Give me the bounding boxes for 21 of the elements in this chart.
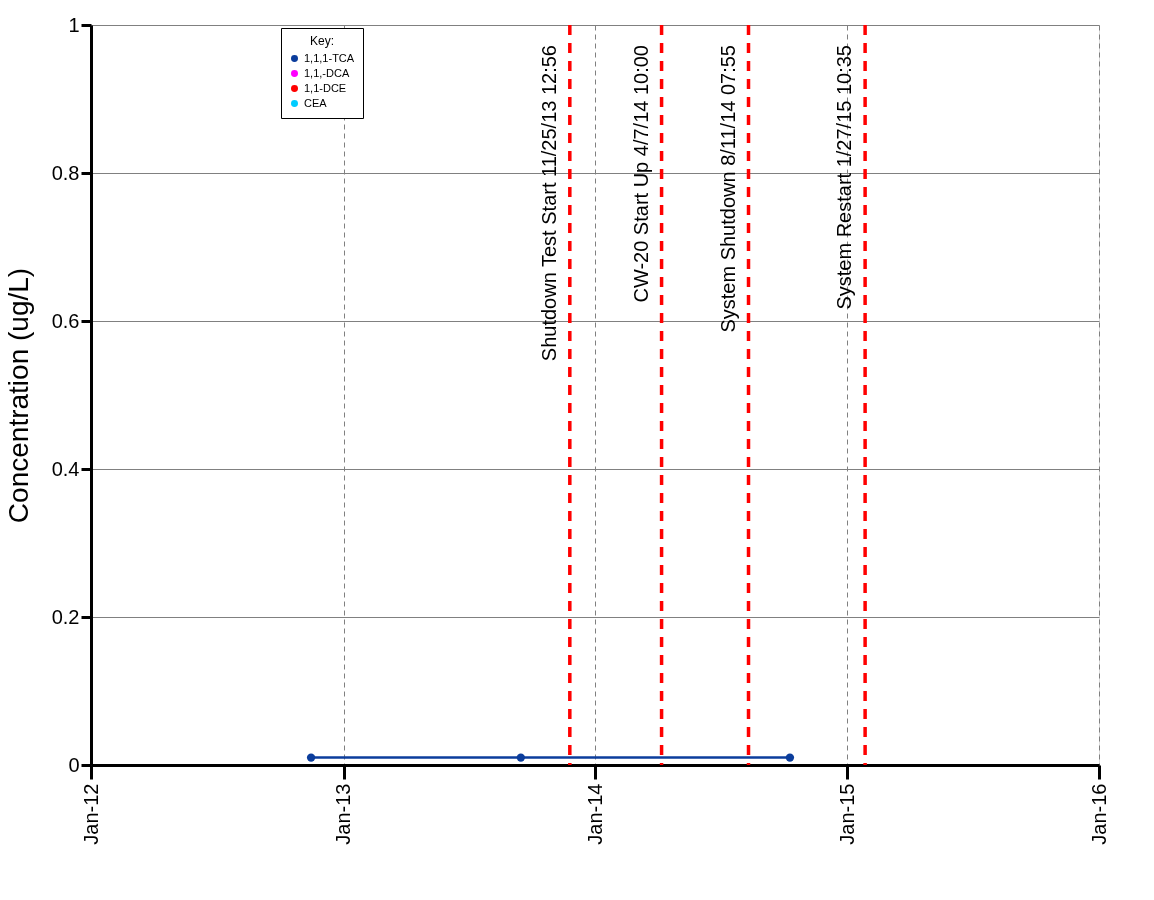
y-tick-label: 0.4 xyxy=(51,457,80,480)
y-tick-label: 0.2 xyxy=(51,605,80,628)
ref-line-label: Shutdown Test Start 11/25/13 12:56 xyxy=(537,45,560,362)
x-tick-label: Jan-13 xyxy=(332,783,355,845)
legend-label: 1,1,-DCA xyxy=(304,66,350,79)
ref-line-label: System Restart 1/27/15 10:35 xyxy=(833,45,856,310)
legend-title: Key: xyxy=(309,34,335,48)
ref-line-label: System Shutdown 8/11/14 07:55 xyxy=(716,45,739,333)
y-axis-title: Concentration (ug/L) xyxy=(2,267,34,524)
y-tick-label: 0.8 xyxy=(51,161,80,184)
y-tick-label: 1 xyxy=(68,13,80,36)
legend-label: 1,1,1-TCA xyxy=(304,51,355,64)
legend-label: CEA xyxy=(304,96,328,109)
x-tick-label: Jan-16 xyxy=(1087,783,1110,845)
y-tick-label: 0 xyxy=(68,753,80,776)
x-tick-label: Jan-12 xyxy=(79,783,102,845)
y-tick-label: 0.6 xyxy=(51,309,80,332)
ref-line-label: CW-20 Start Up 4/7/14 10:00 xyxy=(629,45,652,303)
x-tick-label: Jan-14 xyxy=(583,783,606,845)
legend-label: 1,1-DCE xyxy=(304,81,347,94)
x-tick-label: Jan-15 xyxy=(835,783,858,845)
